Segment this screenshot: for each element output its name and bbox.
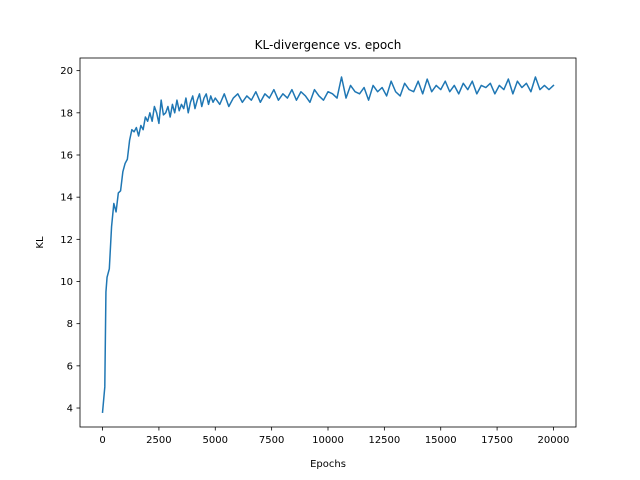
- chart-title: KL-divergence vs. epoch: [255, 38, 402, 52]
- y-tick-label: 10: [60, 277, 73, 288]
- y-tick-label: 14: [60, 193, 73, 204]
- x-axis-label: Epochs: [310, 459, 346, 470]
- series-line-kl: [101, 76, 555, 414]
- x-tick-label: 17500: [481, 435, 513, 446]
- y-axis-ticks: 4 6 8 10 12 14 16 18 20: [60, 66, 80, 415]
- x-tick-label: 12500: [368, 435, 400, 446]
- x-axis-ticks: 0 2500 5000 7500 10000 12500 15000 17500 20000: [99, 427, 569, 446]
- y-tick-label: 20: [60, 66, 73, 77]
- x-tick-label: 0: [99, 435, 105, 446]
- y-tick-label: 4: [67, 404, 73, 415]
- y-tick-label: 12: [60, 235, 73, 246]
- y-axis-label: KL: [35, 236, 46, 249]
- y-tick-label: 18: [60, 108, 73, 119]
- x-tick-label: 5000: [203, 435, 228, 446]
- x-tick-label: 7500: [259, 435, 284, 446]
- y-tick-label: 8: [67, 319, 73, 330]
- x-tick-label: 15000: [425, 435, 457, 446]
- x-tick-label: 10000: [312, 435, 344, 446]
- y-tick-label: 6: [67, 361, 73, 372]
- y-tick-label: 16: [60, 150, 73, 161]
- x-tick-label: 20000: [538, 435, 570, 446]
- x-tick-label: 2500: [146, 435, 171, 446]
